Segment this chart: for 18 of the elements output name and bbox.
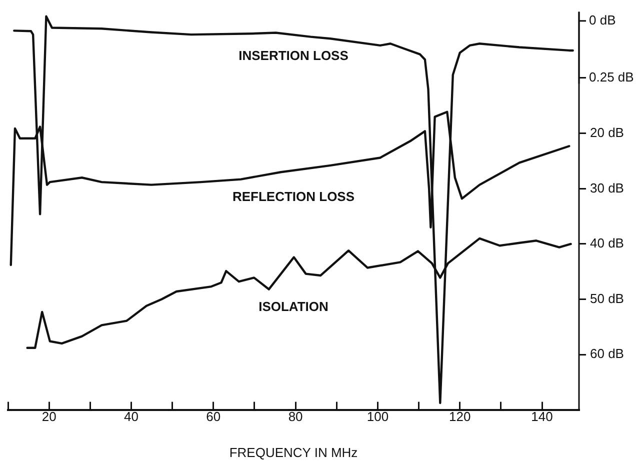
series-label: ISOLATION: [258, 298, 328, 314]
series-label: INSERTION LOSS: [238, 48, 349, 64]
y2-tick-label: 0 dB: [589, 12, 616, 28]
y-tick-label: 60 dB: [590, 346, 624, 362]
y-tick-label: 50 dB: [590, 290, 624, 306]
x-tick-label: 80: [288, 409, 303, 424]
x-tick-label: 100: [366, 409, 389, 424]
x-tick-label: 20: [42, 409, 56, 424]
y-tick-label: 40 dB: [590, 236, 624, 251]
y2-tick-label: 0.25 dB: [589, 69, 634, 84]
x-tick-label: 120: [449, 409, 471, 424]
y-tick-label: 20 dB: [590, 124, 624, 140]
x-tick-label: 140: [531, 409, 553, 424]
y-tick-label: 30 dB: [590, 180, 624, 196]
series-label: REFLECTION LOSS: [232, 188, 355, 204]
x-axis-title: FREQUENCY IN MHz: [229, 444, 358, 460]
x-tick-label: 40: [124, 409, 138, 424]
x-tick-label: 60: [206, 409, 221, 424]
